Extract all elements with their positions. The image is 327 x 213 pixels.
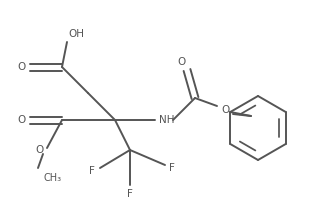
Text: CH₃: CH₃	[44, 173, 62, 183]
Text: O: O	[18, 115, 26, 125]
Text: O: O	[177, 57, 185, 67]
Text: O: O	[221, 105, 229, 115]
Text: OH: OH	[68, 29, 84, 39]
Text: F: F	[89, 166, 95, 176]
Text: O: O	[18, 62, 26, 72]
Text: F: F	[169, 163, 175, 173]
Text: F: F	[127, 189, 133, 199]
Text: NH: NH	[159, 115, 175, 125]
Text: O: O	[35, 145, 43, 155]
